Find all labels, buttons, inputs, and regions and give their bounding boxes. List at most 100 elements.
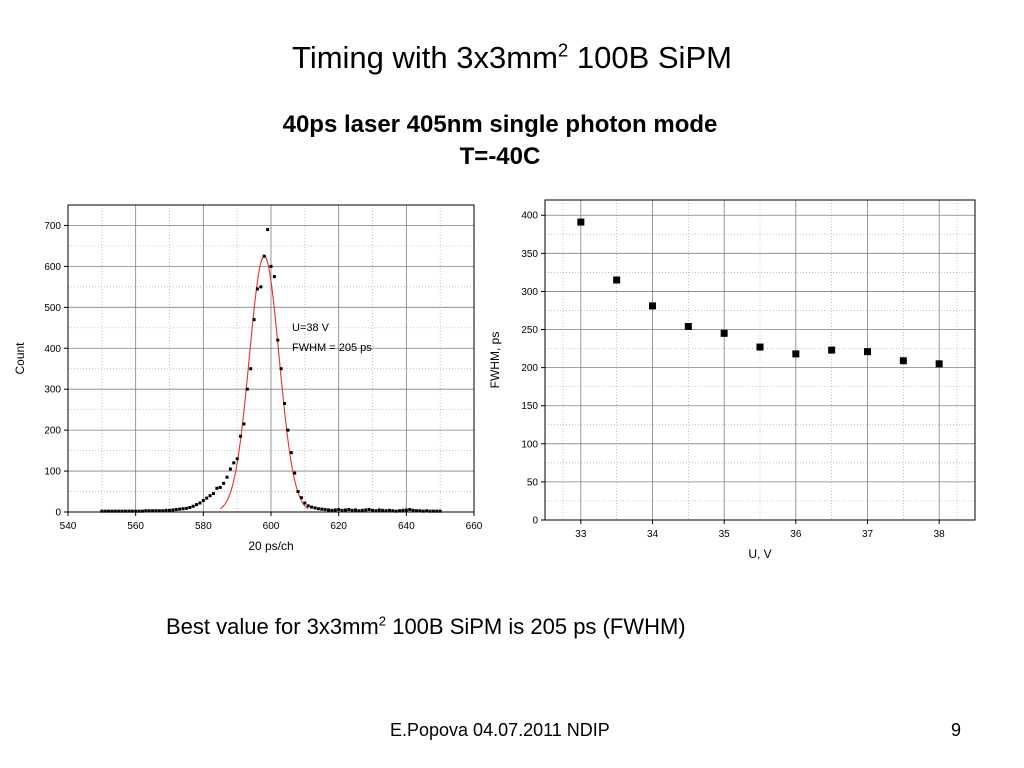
data-point xyxy=(381,508,385,512)
data-point xyxy=(245,387,249,391)
data-point xyxy=(350,508,354,512)
data-point xyxy=(425,509,429,513)
data-point xyxy=(404,508,408,512)
x-tick-label: 37 xyxy=(862,529,874,540)
data-point xyxy=(252,318,256,322)
x-tick-label: 35 xyxy=(719,529,731,540)
data-point xyxy=(198,501,202,505)
data-point xyxy=(100,509,104,513)
x-tick-label: 640 xyxy=(398,521,415,532)
data-point xyxy=(195,503,199,507)
plot-frame xyxy=(544,199,976,521)
data-point xyxy=(418,509,422,513)
data-point xyxy=(320,507,324,511)
data-point xyxy=(296,490,300,494)
y-tick-label: 600 xyxy=(44,262,61,273)
data-point xyxy=(103,509,107,513)
data-point xyxy=(323,508,327,512)
data-point xyxy=(279,367,283,371)
data-point xyxy=(147,509,151,513)
data-point xyxy=(151,509,155,513)
annotation-fwhm: FWHM = 205 ps xyxy=(292,342,372,354)
data-point xyxy=(428,509,432,513)
data-point xyxy=(242,422,246,426)
data-point xyxy=(391,509,395,513)
data-point xyxy=(431,509,435,513)
data-point xyxy=(181,507,185,511)
x-tick-label: 600 xyxy=(263,521,280,532)
data-point xyxy=(411,508,415,512)
subtitle-laser: 40ps laser 405nm single photon mode xyxy=(282,111,718,138)
data-point xyxy=(360,508,364,512)
data-point xyxy=(171,508,175,512)
data-point xyxy=(414,509,418,513)
data-point xyxy=(225,475,229,479)
data-point xyxy=(211,492,215,496)
x-axis-label: U, V xyxy=(748,547,771,561)
y-tick-label: 350 xyxy=(521,249,538,260)
y-tick-label: 0 xyxy=(532,516,538,527)
data-point xyxy=(398,509,402,513)
data-point xyxy=(306,504,310,508)
subtitle-temperature: T=-40C xyxy=(459,143,541,170)
data-point xyxy=(864,348,871,356)
y-tick-label: 700 xyxy=(44,221,61,232)
data-point xyxy=(232,461,236,465)
data-point xyxy=(235,457,239,461)
data-point xyxy=(262,254,266,258)
x-tick-label: 560 xyxy=(127,521,144,532)
data-point xyxy=(249,367,253,371)
best-value-statement: Best value for 3x3mm2 100B SiPM is 205 p… xyxy=(166,613,686,639)
data-point xyxy=(313,506,317,510)
data-point xyxy=(255,287,259,291)
data-point xyxy=(310,505,314,509)
data-point xyxy=(127,509,131,513)
data-point xyxy=(228,467,232,471)
data-point xyxy=(899,357,907,365)
data-point xyxy=(303,501,307,505)
data-point xyxy=(384,509,388,513)
data-point xyxy=(259,285,263,289)
x-tick-label: 540 xyxy=(60,521,77,532)
y-tick-label: 250 xyxy=(521,325,538,336)
data-point xyxy=(354,508,358,512)
data-point xyxy=(117,509,121,513)
data-point xyxy=(134,509,138,513)
y-tick-label: 500 xyxy=(44,303,61,314)
y-axis-label: Count xyxy=(13,342,27,375)
data-point xyxy=(720,329,728,337)
data-point xyxy=(191,504,195,508)
data-point xyxy=(239,434,243,438)
data-point xyxy=(124,509,128,513)
data-point xyxy=(137,509,141,513)
page-number: 9 xyxy=(951,720,962,740)
data-point xyxy=(222,481,226,485)
data-point xyxy=(935,360,943,368)
data-point xyxy=(157,509,161,513)
x-tick-label: 660 xyxy=(466,521,483,532)
y-tick-label: 100 xyxy=(521,439,538,450)
x-axis-label: 20 ps/ch xyxy=(248,539,293,553)
x-tick-label: 34 xyxy=(647,529,659,540)
data-point xyxy=(161,509,165,513)
data-point xyxy=(299,496,303,500)
data-point xyxy=(154,509,158,513)
x-tick-label: 36 xyxy=(790,529,802,540)
data-point xyxy=(188,505,192,509)
data-point xyxy=(272,275,276,279)
x-tick-label: 33 xyxy=(575,529,587,540)
data-point xyxy=(164,508,168,512)
data-point xyxy=(293,471,297,475)
data-point xyxy=(205,496,209,500)
x-tick-label: 38 xyxy=(934,529,946,540)
data-point xyxy=(792,350,800,358)
data-point xyxy=(130,509,134,513)
data-point xyxy=(144,509,148,513)
data-point xyxy=(649,302,656,310)
data-point xyxy=(340,508,344,512)
slide-title: Timing with 3x3mm2 100B SiPM xyxy=(292,39,732,75)
data-point xyxy=(343,508,347,512)
data-point xyxy=(316,507,320,511)
data-point xyxy=(113,509,117,513)
